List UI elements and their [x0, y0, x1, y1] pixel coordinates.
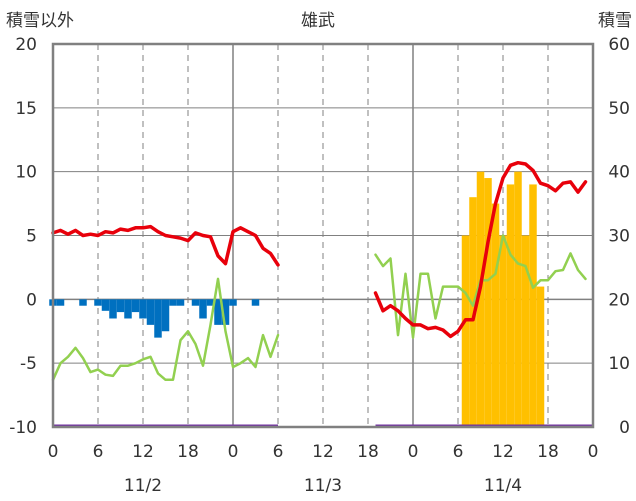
blue-bar	[56, 299, 65, 306]
x-tick-label: 6	[93, 442, 104, 462]
blue-bar	[191, 299, 200, 306]
blue-bar	[229, 299, 237, 306]
date-label: 11/4	[484, 476, 522, 496]
temperature-line	[373, 160, 588, 339]
snow-depth-bar	[499, 235, 507, 427]
blue-bar	[214, 299, 222, 325]
x-tick-label: 12	[492, 442, 514, 462]
temperature-line	[51, 224, 280, 267]
date-label: 11/3	[304, 476, 342, 496]
blue-bar	[199, 299, 207, 319]
blue-bar	[251, 299, 260, 306]
blue-bar	[146, 299, 155, 325]
right-tick-label: 0	[619, 418, 630, 438]
x-tick-label: 12	[132, 442, 154, 462]
right-tick-label: 20	[608, 290, 630, 310]
snow-depth-bar	[491, 203, 500, 427]
blue-bar	[206, 299, 215, 306]
x-tick-label: 0	[408, 442, 419, 462]
blue-bar	[79, 299, 87, 306]
left-tick-label: 15	[15, 99, 37, 119]
blue-bar	[221, 299, 230, 325]
snow-depth-bar	[461, 235, 470, 427]
x-tick-label: 0	[228, 442, 239, 462]
left-tick-label: -5	[20, 354, 37, 374]
snow-depth-bar	[484, 178, 492, 427]
snow-depth-bar	[529, 184, 537, 427]
blue-bar	[154, 299, 162, 338]
left-tick-label: 10	[15, 163, 37, 183]
x-tick-label: 0	[48, 442, 59, 462]
blue-bar	[101, 299, 110, 311]
blue-bar	[139, 299, 147, 319]
blue-bar	[116, 299, 125, 313]
blue-bar	[169, 299, 177, 306]
blue-bar	[176, 299, 185, 306]
right-axis-label: 積雪	[598, 11, 632, 31]
plot-frame	[51, 42, 595, 429]
x-tick-label: 0	[588, 442, 599, 462]
blue-bar	[161, 299, 170, 332]
snow-depth-bar	[521, 235, 530, 427]
blue-bar	[124, 299, 132, 319]
snow-depth-bar	[506, 184, 515, 427]
x-tick-label: 6	[273, 442, 284, 462]
green-series-line	[51, 277, 280, 382]
left-tick-label: 0	[26, 290, 37, 310]
blue-bar	[109, 299, 117, 319]
left-tick-label: 5	[26, 227, 37, 247]
x-tick-label: 18	[537, 442, 559, 462]
date-label: 11/2	[124, 476, 162, 496]
x-tick-label: 12	[312, 442, 334, 462]
right-tick-label: 60	[608, 35, 630, 55]
x-tick-label: 18	[357, 442, 379, 462]
blue-bar	[131, 299, 140, 313]
snow-depth-bar	[476, 171, 485, 427]
left-axis-label: 積雪以外	[6, 11, 74, 31]
chart-title: 雄武	[301, 11, 335, 31]
left-tick-label: -10	[9, 418, 37, 438]
right-tick-label: 10	[608, 354, 630, 374]
snow-depth-bar	[514, 171, 522, 427]
right-tick-label: 50	[608, 99, 630, 119]
snow-depth-bar	[536, 286, 545, 427]
right-tick-label: 30	[608, 227, 630, 247]
x-tick-label: 6	[453, 442, 464, 462]
frame-layer	[51, 42, 595, 429]
blue-bar	[94, 299, 102, 306]
x-tick-label: 18	[177, 442, 199, 462]
right-tick-label: 40	[608, 163, 630, 183]
left-tick-label: 20	[15, 35, 37, 55]
